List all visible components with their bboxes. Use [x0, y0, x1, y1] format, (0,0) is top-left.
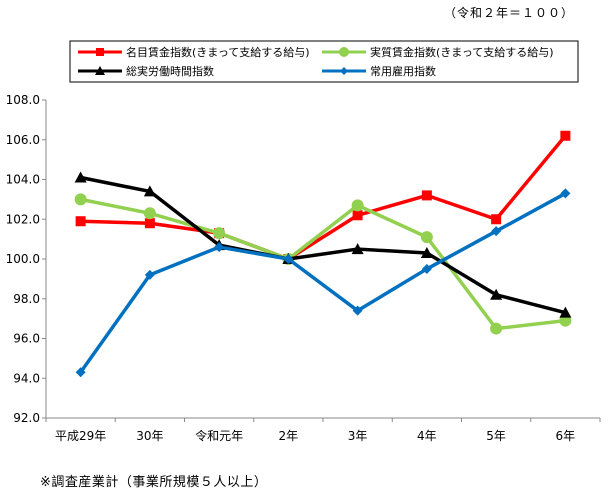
data-point	[74, 171, 87, 183]
y-tick-label: 102.0	[6, 212, 40, 226]
data-point	[560, 188, 571, 199]
legend-label: 常用雇用指数	[370, 64, 436, 78]
series-line	[80, 134, 567, 261]
legend-label: 実質賃金指数(きまって支給する給与)	[370, 45, 554, 59]
data-point	[75, 367, 86, 378]
y-tick-label: 106.0	[6, 133, 40, 147]
data-point	[351, 199, 364, 212]
data-point	[420, 247, 433, 259]
data-point	[559, 306, 572, 318]
data-point	[420, 231, 433, 244]
legend-label: 名目賃金指数(きまって支給する給与)	[126, 45, 310, 59]
data-point	[352, 305, 363, 316]
x-tick-label: 令和元年	[195, 428, 243, 443]
x-tick-label: 2年	[279, 429, 299, 443]
legend: 名目賃金指数(きまって支給する給与) 実質賃金指数(きまって支給する給与) 総実労働…	[78, 45, 554, 78]
data-point	[144, 218, 155, 229]
data-point	[143, 185, 156, 197]
data-point	[421, 263, 432, 274]
legend-marker	[95, 66, 105, 75]
data-point	[283, 254, 294, 264]
footnote: ※調査産業計（事業所規模５人以上）	[40, 475, 268, 490]
data-point	[560, 130, 571, 141]
data-point	[490, 322, 503, 335]
legend-marker	[96, 48, 104, 56]
x-tick-label: 4年	[417, 429, 437, 443]
series-triangle	[74, 171, 572, 318]
y-tick-label: 108.0	[6, 93, 40, 107]
x-tick-label: 30年	[136, 429, 163, 443]
legend-label: 総実労働時間指数	[126, 64, 214, 78]
data-point	[75, 216, 86, 227]
data-point	[352, 210, 363, 221]
series-group	[74, 130, 572, 378]
data-point	[491, 226, 502, 237]
data-point	[351, 243, 364, 255]
y-tick-label: 96.0	[13, 332, 40, 346]
y-tick-label: 100.0	[6, 252, 40, 266]
data-point	[214, 242, 225, 253]
y-axis: 92.0 94.0 96.0 98.0 100.0 102.0 104.0 106.0 108.…	[6, 93, 47, 425]
data-point	[421, 190, 432, 201]
unit-note: （令和２年＝１００）	[443, 6, 574, 20]
data-point	[491, 214, 502, 225]
series-square	[75, 130, 571, 264]
x-axis: 平成29年 30年 令和元年 2年 3年 4年 5年 6年	[45, 417, 601, 443]
x-tick-label: 平成29年	[55, 429, 106, 443]
series-line	[79, 191, 567, 374]
series-line	[80, 175, 566, 315]
data-point	[74, 193, 87, 206]
series-diamond	[75, 188, 571, 378]
y-tick-label: 98.0	[13, 292, 40, 306]
series-line	[80, 197, 566, 331]
legend-marker	[339, 47, 349, 57]
legend-box	[69, 40, 579, 83]
data-point	[213, 227, 226, 240]
y-tick-label: 94.0	[13, 371, 40, 385]
x-tick-label: 5年	[486, 429, 506, 443]
data-point	[144, 269, 155, 280]
y-tick-label: 92.0	[13, 411, 40, 425]
x-tick-label: 3年	[348, 429, 368, 443]
x-tick-label: 6年	[556, 429, 576, 443]
legend-marker	[340, 67, 348, 75]
data-point	[143, 207, 156, 220]
data-point	[490, 288, 503, 300]
y-tick-label: 104.0	[6, 173, 40, 187]
